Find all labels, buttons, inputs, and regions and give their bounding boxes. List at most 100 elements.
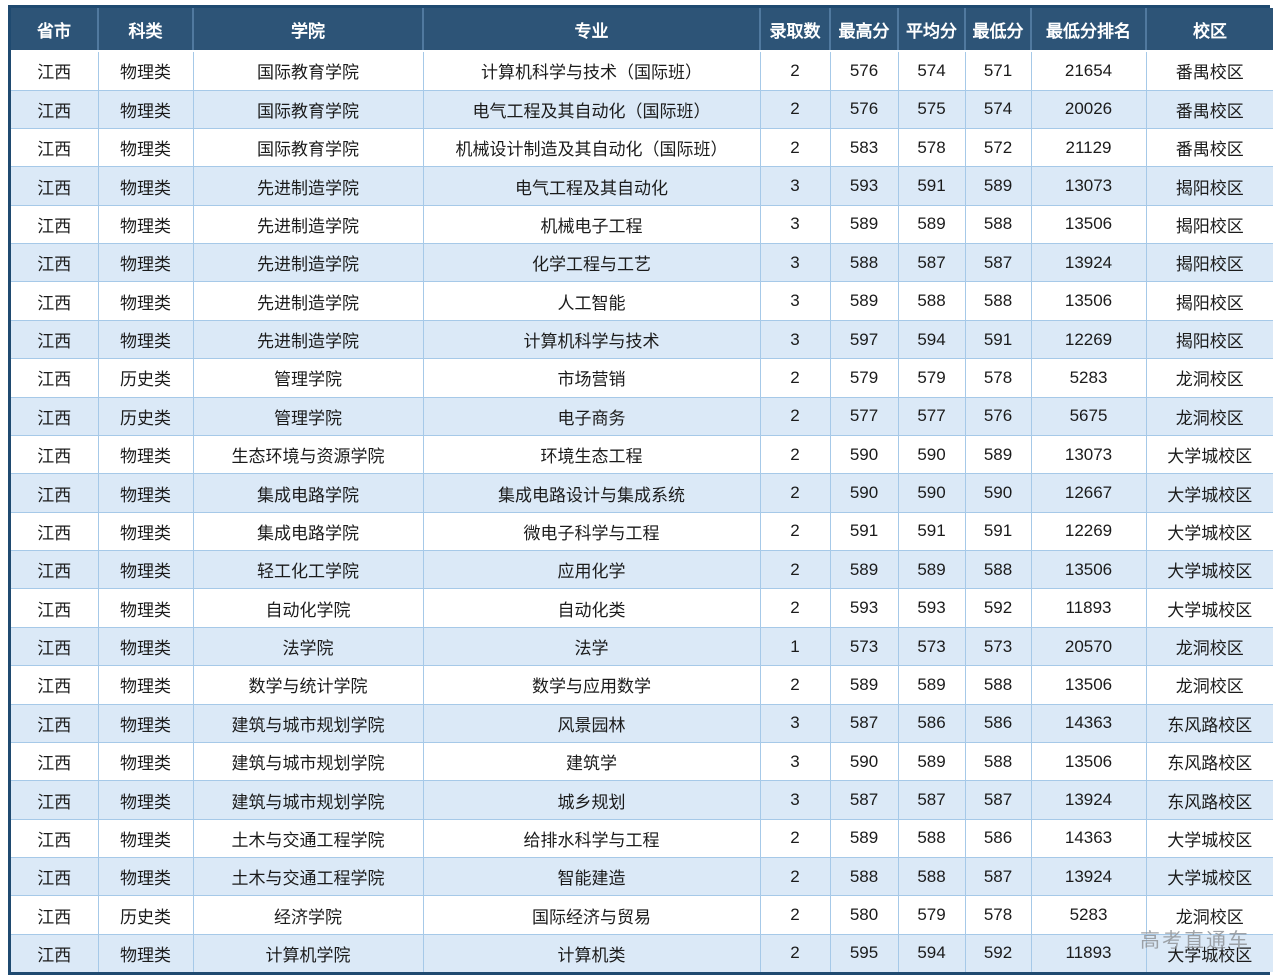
table-cell: 3: [759, 204, 831, 245]
table-cell: 江西: [11, 818, 99, 859]
table-cell: 计算机类: [422, 933, 761, 972]
table-cell: 588: [829, 857, 899, 897]
table-cell: 物理类: [97, 166, 194, 206]
table-row: 江西 物理类 自动化学院 自动化类 2 593 593 592 11893 大学城校区: [11, 588, 1273, 628]
table-cell: 593: [829, 166, 899, 206]
table-cell: 593: [829, 588, 899, 628]
table-cell: 2: [759, 895, 831, 935]
table-cell: 物理类: [97, 473, 194, 513]
table-container: 省市 科类 学院 专业 录取数 最高分 平均分 最低分 最低分排名 校区 江西 物理类 国际教育学院计…: [8, 5, 1273, 975]
table-cell: 市场营销: [422, 358, 761, 398]
table-cell: 智能建造: [422, 857, 761, 897]
table-cell: 587: [964, 780, 1032, 820]
table-row: 江西 物理类 轻工化工学院 应用化学 2 589 589 588 13506 大学城校区: [11, 550, 1273, 590]
table-cell: 2: [759, 127, 831, 168]
table-cell: 集成电路学院: [192, 473, 424, 513]
table-cell: 龙洞校区: [1145, 396, 1273, 436]
table-cell: 589: [829, 204, 899, 245]
table-cell: 589: [829, 281, 899, 321]
column-header: 平均分: [897, 8, 965, 52]
table-cell: 龙洞校区: [1145, 358, 1273, 398]
table-cell: 江西: [11, 665, 99, 705]
table-cell: 580: [829, 895, 899, 935]
table-cell: 3: [759, 243, 831, 283]
table-cell: 588: [897, 857, 966, 897]
table-cell: 揭阳校区: [1145, 319, 1273, 360]
table-cell: 576: [829, 89, 899, 129]
table-cell: 机械设计制造及其自动化（国际班）: [422, 127, 761, 168]
table-cell: 574: [964, 89, 1032, 129]
table-cell: 大学城校区: [1145, 933, 1273, 972]
table-cell: 589: [897, 550, 966, 590]
table-cell: 13506: [1030, 281, 1147, 321]
table-cell: 江西: [11, 243, 99, 283]
table-cell: 集成电路学院: [192, 511, 424, 552]
table-cell: 江西: [11, 933, 99, 972]
column-header: 省市: [11, 8, 98, 52]
table-cell: 587: [829, 780, 899, 820]
table-cell: 594: [897, 319, 966, 360]
table-cell: 电子商务: [422, 396, 761, 436]
table-cell: 江西: [11, 780, 99, 820]
table-cell: 物理类: [97, 89, 194, 129]
table-cell: 590: [829, 741, 899, 782]
table-row: 江西 物理类 集成电路学院 微电子科学与工程 2 591 591 591 12269 大学城校区: [11, 511, 1273, 552]
table-cell: 3: [759, 319, 831, 360]
table-cell: 588: [897, 818, 966, 859]
table-row: 江西 物理类 国际教育学院 电气工程及其自动化（国际班） 2 576 575 574 20026…: [11, 89, 1273, 129]
table-cell: 588: [964, 741, 1032, 782]
table-cell: 国际教育学院: [192, 127, 424, 168]
table-cell: 环境生态工程: [422, 434, 761, 475]
table-header: 省市 科类 学院 专业 录取数 最高分 平均分 最低分 最低分排名 校区: [11, 8, 1273, 52]
table-cell: 5283: [1030, 358, 1147, 398]
table-cell: 587: [829, 703, 899, 743]
table-cell: 588: [897, 281, 966, 321]
table-cell: 风景园林: [422, 703, 761, 743]
table-row: 江西 历史类 管理学院 电子商务 2 577 577 576 5675 龙洞校区: [11, 396, 1273, 436]
table-cell: 江西: [11, 626, 99, 667]
table-cell: 14363: [1030, 818, 1147, 859]
table-cell: 13924: [1030, 243, 1147, 283]
table-cell: 江西: [11, 511, 99, 552]
table-cell: 轻工化工学院: [192, 550, 424, 590]
table-cell: 586: [964, 818, 1032, 859]
table-cell: 588: [964, 281, 1032, 321]
table-cell: 578: [964, 358, 1032, 398]
table-cell: 21129: [1030, 127, 1147, 168]
table-cell: 587: [964, 243, 1032, 283]
table-cell: 573: [897, 626, 966, 667]
table-cell: 大学城校区: [1145, 550, 1273, 590]
table-cell: 573: [829, 626, 899, 667]
table-cell: 575: [897, 89, 966, 129]
table-cell: 物理类: [97, 127, 194, 168]
column-header: 校区: [1145, 8, 1273, 52]
table-cell: 591: [829, 511, 899, 552]
table-cell: 计算机科学与技术（国际班）: [422, 50, 761, 91]
table-row: 江西 物理类 建筑与城市规划学院 建筑学 3 590 589 588 13506 东风路校区: [11, 741, 1273, 782]
column-header: 录取数: [759, 8, 830, 52]
table-cell: 龙洞校区: [1145, 895, 1273, 935]
column-header: 最低分排名: [1030, 8, 1146, 52]
table-cell: 城乡规划: [422, 780, 761, 820]
table-cell: 物理类: [97, 780, 194, 820]
table-row: 江西 物理类 建筑与城市规划学院 风景园林 3 587 586 586 14363 东风路校区: [11, 703, 1273, 743]
table-row: 江西 物理类 先进制造学院 人工智能 3 589 588 588 13506 揭阳校区: [11, 281, 1273, 321]
table-cell: 番禺校区: [1145, 127, 1273, 168]
table-row: 江西 物理类 先进制造学院 化学工程与工艺 3 588 587 587 13924 揭阳校区: [11, 243, 1273, 283]
table-cell: 龙洞校区: [1145, 626, 1273, 667]
table-cell: 土木与交通工程学院: [192, 857, 424, 897]
table-cell: 591: [897, 166, 966, 206]
admissions-table: 省市 科类 学院 专业 录取数 最高分 平均分 最低分 最低分排名 校区 江西 物理类 国际教育学院计…: [11, 8, 1273, 972]
table-row: 江西 物理类 生态环境与资源学院 环境生态工程 2 590 590 589 13073 大学城校区: [11, 434, 1273, 475]
table-cell: 番禺校区: [1145, 89, 1273, 129]
table-cell: 先进制造学院: [192, 166, 424, 206]
table-cell: 龙洞校区: [1145, 665, 1273, 705]
table-cell: 物理类: [97, 281, 194, 321]
table-cell: 13506: [1030, 204, 1147, 245]
table-cell: 591: [964, 319, 1032, 360]
table-cell: 595: [829, 933, 899, 972]
table-cell: 5283: [1030, 895, 1147, 935]
table-cell: 人工智能: [422, 281, 761, 321]
table-cell: 物理类: [97, 741, 194, 782]
table-cell: 5675: [1030, 396, 1147, 436]
